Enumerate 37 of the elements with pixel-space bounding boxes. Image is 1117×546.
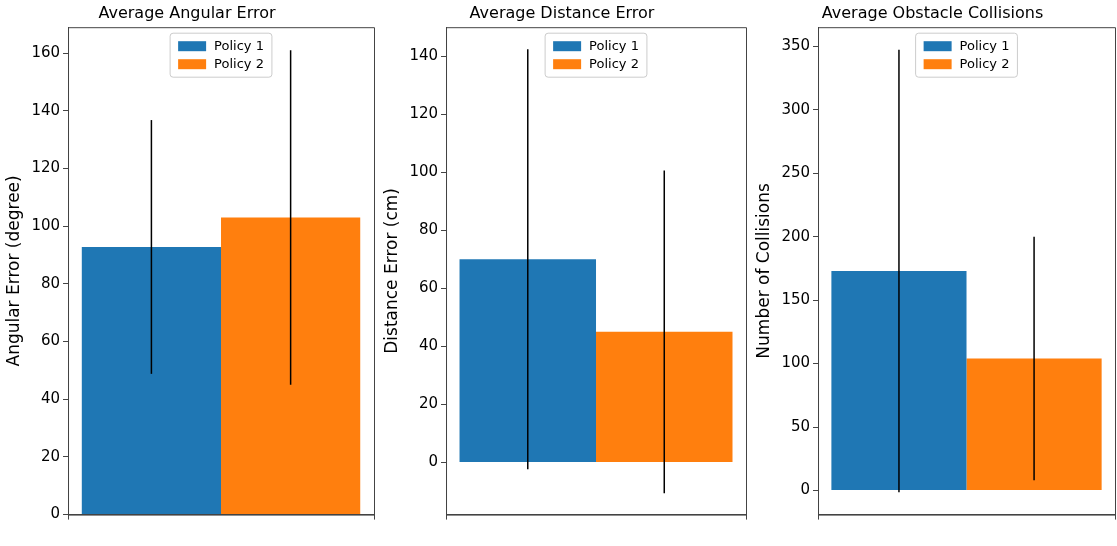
y-tick-label: 300: [781, 99, 811, 118]
chart-title: Average Obstacle Collisions: [821, 2, 1044, 22]
y-tick-label: 0: [428, 452, 439, 471]
y-tick-label: 60: [418, 278, 439, 297]
legend-label: Policy 2: [959, 55, 1010, 71]
y-tick-label: 120: [409, 104, 439, 123]
y-axis-title: Angular Error (degree): [2, 175, 23, 367]
y-tick-label: 100: [31, 216, 61, 235]
y-tick-label: 120: [31, 158, 61, 177]
y-tick-label: 350: [781, 36, 811, 55]
y-tick-label: 250: [781, 163, 811, 182]
y-tick-label: 20: [40, 446, 61, 465]
y-axis-title: Number of Collisions: [752, 182, 773, 359]
y-tick-label: 20: [418, 394, 439, 413]
y-tick-label: 40: [40, 389, 61, 408]
y-tick-label: 200: [781, 226, 811, 245]
y-tick-label: 100: [409, 162, 439, 181]
legend-label: Policy 1: [589, 37, 639, 53]
legend-label: Policy 1: [959, 37, 1010, 53]
y-tick-label: 80: [418, 220, 439, 239]
y-tick-label: 140: [31, 100, 61, 119]
y-axis-title: Distance Error (cm): [380, 188, 401, 354]
legend-label: Policy 2: [589, 55, 639, 71]
y-tick-label: 40: [418, 336, 439, 355]
y-tick-label: 0: [800, 480, 811, 499]
y-tick-label: 0: [50, 504, 61, 523]
legend-label: Policy 2: [214, 55, 264, 71]
y-tick-label: 160: [31, 43, 61, 62]
chart-title: Average Distance Error: [469, 2, 655, 22]
y-tick-label: 50: [790, 416, 811, 435]
legend-label: Policy 1: [214, 37, 264, 53]
y-tick-label: 100: [781, 353, 811, 372]
y-tick-label: 140: [409, 46, 439, 65]
y-tick-label: 150: [781, 289, 811, 308]
chart-title: Average Angular Error: [98, 2, 276, 22]
y-tick-label: 80: [40, 273, 61, 292]
y-tick-label: 60: [40, 331, 61, 350]
